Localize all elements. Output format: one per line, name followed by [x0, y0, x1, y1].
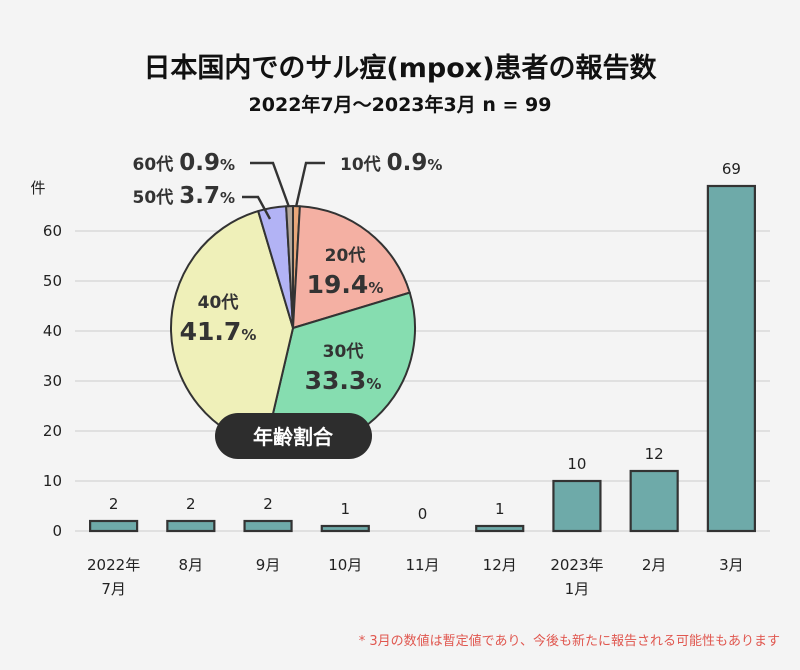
- bar-value-label: 69: [722, 160, 741, 178]
- bars: [89, 184, 756, 533]
- x-tick-label: 10月: [328, 556, 362, 574]
- y-tick-label: 60: [43, 222, 62, 240]
- bar-value-label: 0: [418, 505, 428, 523]
- bar-value-label: 1: [495, 500, 505, 518]
- x-tick-label: 12月: [483, 556, 517, 574]
- y-tick-label: 20: [43, 422, 62, 440]
- x-tick-label: 2023年: [550, 556, 603, 574]
- age-pie-chart: [170, 205, 416, 451]
- y-axis-unit: 件: [30, 179, 45, 197]
- x-tick-label: 2月: [642, 556, 667, 574]
- pie-title: 年齢割合: [253, 425, 334, 449]
- pie-slice-outside-label: 60代 0.9%: [133, 150, 235, 176]
- pie-leader-lines: [242, 161, 325, 220]
- pie-slice-value: 19.4%: [307, 270, 384, 299]
- x-tick-label: 11月: [405, 556, 439, 574]
- bar-value-label: 10: [567, 455, 586, 473]
- x-tick-label: 1月: [565, 580, 590, 598]
- pie-title-badge: 年齢割合: [215, 413, 372, 459]
- y-axis-ticks: 0 10 20 30 40 50 60: [43, 222, 62, 540]
- bar: [706, 184, 756, 533]
- pie-leader-line: [294, 161, 325, 208]
- pie-slice: [292, 205, 411, 329]
- x-tick-label: 7月: [101, 580, 126, 598]
- bar: [243, 519, 293, 533]
- bar: [552, 479, 602, 533]
- pie-slice-outside-label: 10代 0.9%: [340, 150, 442, 176]
- x-tick-label: 8月: [179, 556, 204, 574]
- bar-value-label: 1: [341, 500, 351, 518]
- pie-slice-outside-label: 50代 3.7%: [133, 183, 235, 209]
- bar-value-label: 12: [645, 445, 664, 463]
- pie-slice-value: 33.3%: [305, 366, 382, 395]
- bar: [89, 519, 139, 533]
- y-tick-label: 40: [43, 322, 62, 340]
- x-tick-label: 3月: [719, 556, 744, 574]
- pie-labels: 20代 19.4% 30代 33.3% 40代 41.7% 10代 0.9% 50代 3.7% 60…: [133, 150, 443, 395]
- x-tick-label: 2022年: [87, 556, 140, 574]
- y-tick-label: 30: [43, 372, 62, 390]
- bar: [629, 469, 679, 533]
- footnote: * 3月の数値は暫定値であり、今後も新たに報告される可能性もあります: [359, 633, 780, 649]
- pie-slice-value: 41.7%: [180, 317, 257, 346]
- pie-slice-label: 30代: [323, 341, 364, 362]
- chart-subtitle: 2022年7月〜2023年3月 n = 99: [249, 93, 552, 116]
- pie-leader-line: [242, 195, 272, 220]
- x-tick-label: 9月: [256, 556, 281, 574]
- bar: [320, 524, 370, 533]
- bar: [475, 524, 525, 533]
- x-axis-labels: 2022年 7月 8月 9月 10月 11月 12月 2023年 1月 2月 3月: [87, 556, 744, 598]
- bar-value-label: 2: [263, 495, 273, 513]
- y-tick-label: 50: [43, 272, 62, 290]
- bar: [166, 519, 216, 533]
- pie-slice-label: 20代: [325, 245, 366, 266]
- pie-slice-label: 40代: [198, 292, 239, 313]
- pie-leader-line: [250, 161, 291, 208]
- y-tick-label: 0: [52, 522, 62, 540]
- bar-value-label: 2: [109, 495, 119, 513]
- chart-title: 日本国内でのサル痘(mpox)患者の報告数: [143, 53, 657, 84]
- y-tick-label: 10: [43, 472, 62, 490]
- bar-value-label: 2: [186, 495, 196, 513]
